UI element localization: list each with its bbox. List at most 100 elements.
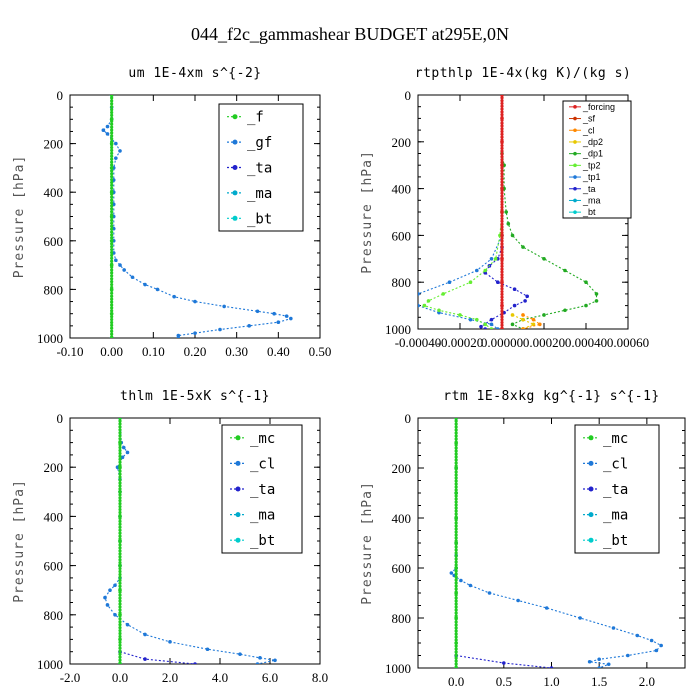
data-point bbox=[500, 278, 504, 282]
legend-marker bbox=[573, 198, 577, 203]
data-point bbox=[500, 208, 504, 212]
data-point bbox=[489, 257, 494, 261]
data-point bbox=[454, 650, 458, 654]
data-point bbox=[500, 295, 504, 299]
legend: _mc _cl _ta _ma _bt bbox=[221, 424, 303, 554]
data-point bbox=[454, 515, 458, 519]
data-point bbox=[110, 122, 114, 126]
legend-label: _ma bbox=[582, 195, 601, 205]
data-point bbox=[110, 285, 114, 290]
data-point bbox=[110, 329, 114, 333]
data-point bbox=[468, 583, 473, 588]
data-point bbox=[454, 542, 458, 546]
data-point bbox=[454, 551, 458, 555]
legend-marker bbox=[588, 435, 594, 441]
legend-label: _dp1 bbox=[582, 149, 603, 159]
data-point bbox=[549, 666, 554, 668]
legend-label: _forcing bbox=[582, 102, 615, 112]
data-point bbox=[110, 323, 114, 327]
y-tick-label: 400 bbox=[392, 511, 412, 526]
legend-marker bbox=[588, 537, 594, 543]
data-point bbox=[500, 301, 504, 305]
legend-label: _f bbox=[247, 110, 264, 126]
data-point bbox=[454, 545, 458, 549]
data-point bbox=[454, 593, 458, 597]
y-tick-label: 800 bbox=[392, 611, 412, 626]
legend-label: _ma bbox=[247, 186, 272, 202]
data-point bbox=[454, 500, 458, 504]
data-point bbox=[500, 202, 504, 207]
legend-label: _tp2 bbox=[582, 160, 601, 170]
data-point bbox=[454, 418, 458, 420]
y-tick-label: 400 bbox=[44, 185, 64, 200]
data-point bbox=[118, 558, 122, 562]
data-point bbox=[110, 145, 114, 150]
data-point bbox=[597, 666, 601, 668]
data-point bbox=[521, 245, 525, 249]
data-point bbox=[654, 648, 659, 653]
legend-label: _mc bbox=[603, 431, 628, 447]
data-point bbox=[110, 107, 114, 112]
data-point bbox=[118, 649, 122, 653]
data-point bbox=[475, 268, 479, 273]
data-point bbox=[110, 300, 114, 304]
data-point bbox=[110, 142, 114, 147]
legend-label: _ta bbox=[250, 482, 275, 498]
data-point bbox=[118, 608, 122, 612]
data-point bbox=[110, 253, 114, 257]
data-point bbox=[454, 590, 458, 594]
x-tick-label: 6.0 bbox=[262, 670, 278, 685]
data-point bbox=[110, 160, 114, 164]
data-point bbox=[500, 216, 504, 221]
data-point bbox=[500, 188, 504, 193]
data-point bbox=[454, 434, 458, 438]
data-point bbox=[454, 485, 458, 489]
data-point bbox=[118, 451, 122, 456]
data-point bbox=[118, 540, 122, 544]
data-point bbox=[454, 662, 458, 666]
data-point bbox=[496, 280, 500, 285]
data-point bbox=[118, 531, 122, 535]
data-point bbox=[118, 484, 122, 488]
data-point bbox=[130, 275, 135, 280]
data-point bbox=[289, 316, 293, 321]
data-point bbox=[500, 124, 504, 128]
data-point bbox=[500, 180, 504, 184]
x-tick-label: -0.00020 bbox=[437, 335, 484, 350]
data-point bbox=[500, 163, 504, 167]
data-point bbox=[118, 661, 122, 664]
data-point bbox=[454, 665, 458, 668]
data-point bbox=[110, 99, 114, 103]
data-point bbox=[500, 194, 504, 198]
y-tick-label: 600 bbox=[392, 228, 412, 243]
data-point bbox=[118, 640, 122, 644]
data-point bbox=[454, 503, 458, 507]
x-tick-label: 0.40 bbox=[267, 344, 290, 359]
data-point bbox=[118, 617, 122, 621]
data-point bbox=[118, 625, 122, 630]
data-point bbox=[454, 569, 458, 573]
data-point bbox=[110, 242, 114, 246]
panel-title: thlm 1E-5xK s^{-1} bbox=[120, 389, 270, 404]
data-point bbox=[500, 172, 504, 176]
data-point bbox=[611, 626, 616, 630]
data-point bbox=[500, 273, 504, 277]
data-point bbox=[193, 299, 197, 304]
legend-marker bbox=[235, 512, 241, 518]
x-tick-label: 2.0 bbox=[639, 674, 655, 689]
data-point bbox=[118, 490, 122, 494]
data-point bbox=[500, 304, 504, 308]
data-point bbox=[649, 638, 654, 643]
data-point bbox=[110, 215, 114, 220]
data-point bbox=[110, 309, 114, 313]
data-point bbox=[500, 138, 504, 142]
data-point bbox=[594, 299, 599, 303]
data-point bbox=[125, 450, 130, 455]
legend-marker bbox=[232, 114, 238, 120]
x-tick-label: 8.0 bbox=[312, 670, 328, 685]
data-point bbox=[454, 470, 458, 474]
data-point bbox=[500, 289, 504, 294]
x-tick-label: -0.00040 bbox=[395, 335, 442, 350]
data-point bbox=[500, 245, 504, 249]
data-point bbox=[500, 211, 504, 215]
